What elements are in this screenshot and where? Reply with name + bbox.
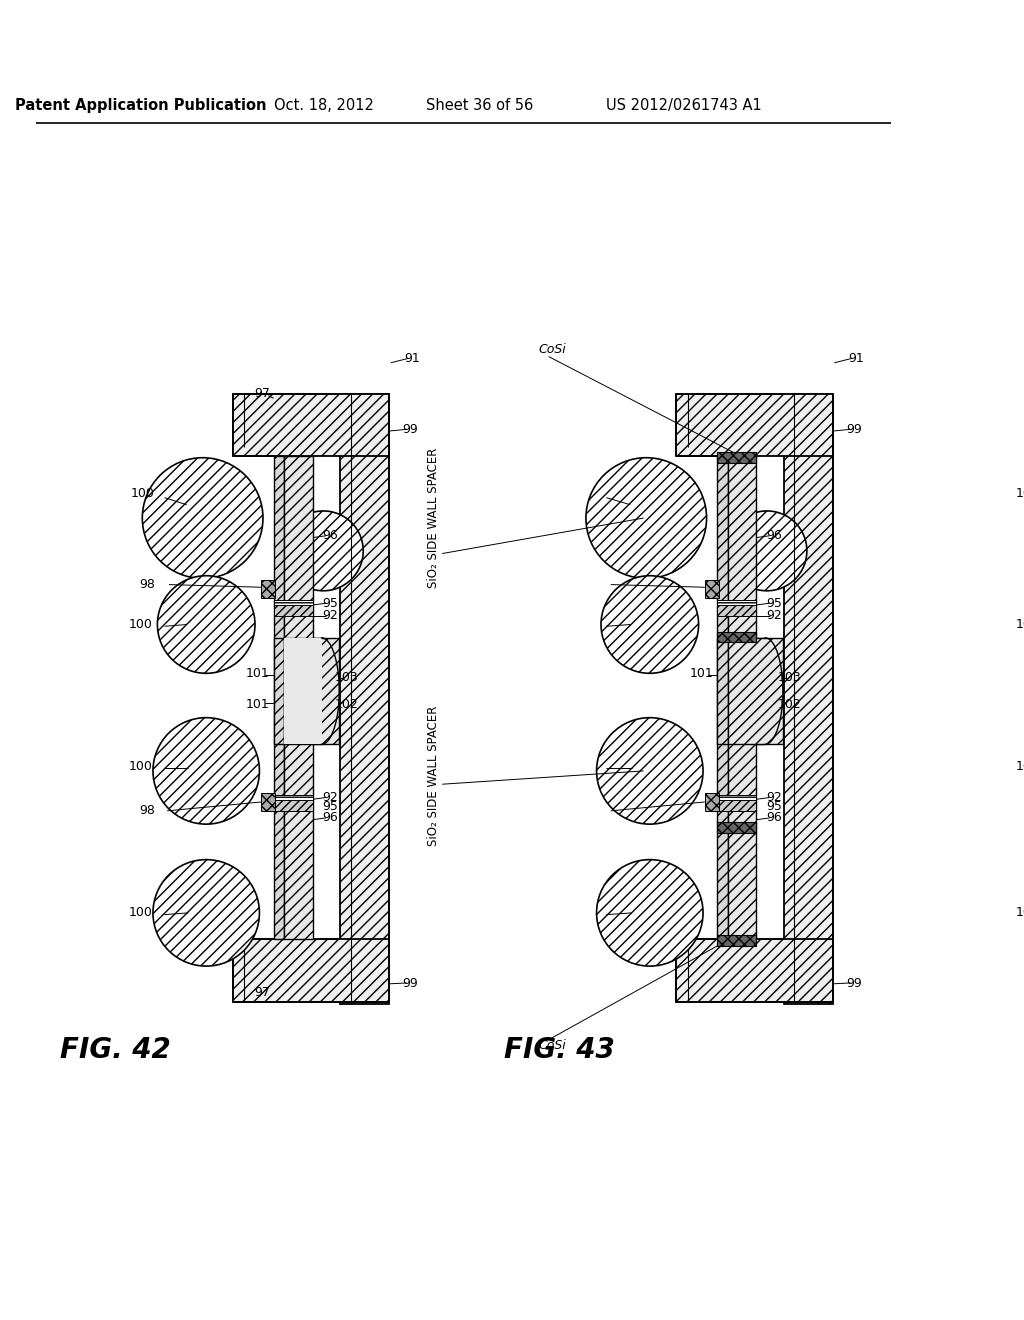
Text: 97: 97	[254, 387, 270, 400]
Circle shape	[158, 576, 255, 673]
Text: 98: 98	[139, 578, 155, 591]
Text: 102: 102	[335, 698, 358, 711]
Bar	[232, 393, 389, 455]
Bar	[717, 822, 757, 833]
Bar	[717, 631, 757, 643]
Bar	[273, 605, 312, 615]
Circle shape	[597, 718, 703, 824]
Text: 103: 103	[335, 672, 358, 684]
Circle shape	[597, 859, 703, 966]
Text: 92: 92	[766, 609, 782, 622]
Text: 92: 92	[323, 609, 338, 622]
Circle shape	[727, 511, 807, 591]
Text: 99: 99	[846, 977, 862, 990]
Bar	[273, 795, 312, 803]
Text: 99: 99	[846, 422, 862, 436]
Text: 95: 95	[766, 800, 782, 813]
Bar	[717, 453, 757, 463]
Text: 92: 92	[323, 791, 338, 804]
Text: 92: 92	[766, 791, 782, 804]
Text: 99: 99	[402, 977, 418, 990]
Text: 100: 100	[1016, 618, 1024, 631]
Bar	[717, 638, 728, 744]
Text: 100: 100	[1016, 907, 1024, 919]
Bar	[273, 638, 285, 744]
Bar	[261, 581, 275, 598]
Bar	[340, 393, 389, 1005]
Text: Patent Application Publication: Patent Application Publication	[14, 98, 266, 114]
Text: 100: 100	[1016, 487, 1024, 500]
Bar	[717, 599, 757, 607]
Text: 101: 101	[246, 667, 269, 680]
Text: 95: 95	[323, 597, 338, 610]
Text: 102: 102	[778, 698, 802, 711]
Circle shape	[601, 576, 698, 673]
Text: SiO₂ SIDE WALL SPACER: SiO₂ SIDE WALL SPACER	[427, 447, 440, 589]
Bar	[717, 455, 728, 940]
Bar	[717, 605, 757, 615]
Text: 96: 96	[766, 812, 782, 825]
Bar	[273, 455, 285, 940]
Text: 96: 96	[766, 529, 782, 543]
Bar	[677, 940, 833, 1002]
Circle shape	[153, 718, 259, 824]
Circle shape	[153, 859, 259, 966]
Text: Oct. 18, 2012: Oct. 18, 2012	[274, 98, 374, 114]
Bar	[705, 581, 719, 598]
Bar	[232, 940, 389, 1002]
Bar	[717, 800, 757, 810]
Bar	[261, 793, 275, 810]
Text: 98: 98	[139, 804, 155, 817]
Bar	[717, 935, 757, 945]
Bar	[717, 795, 757, 803]
Text: FIG. 43: FIG. 43	[504, 1036, 614, 1064]
Text: 101: 101	[689, 667, 713, 680]
Circle shape	[284, 511, 364, 591]
Bar	[677, 393, 833, 455]
Text: 95: 95	[766, 597, 782, 610]
Text: CoSi: CoSi	[539, 1039, 566, 1052]
Text: SiO₂ SIDE WALL SPACER: SiO₂ SIDE WALL SPACER	[427, 705, 440, 846]
Bar	[273, 800, 312, 810]
Text: 100: 100	[1016, 760, 1024, 774]
Circle shape	[142, 458, 263, 578]
Circle shape	[586, 458, 707, 578]
Text: 91: 91	[848, 352, 863, 364]
Bar	[728, 638, 783, 744]
Bar	[285, 638, 339, 744]
Text: US 2012/0261743 A1: US 2012/0261743 A1	[605, 98, 762, 114]
Text: 96: 96	[323, 529, 338, 543]
Text: 101: 101	[246, 698, 269, 711]
Text: 103: 103	[778, 672, 802, 684]
Text: 100: 100	[129, 907, 153, 919]
Text: CoSi: CoSi	[539, 343, 566, 356]
Bar	[273, 599, 312, 607]
Text: 100: 100	[129, 618, 153, 631]
Text: 96: 96	[323, 812, 338, 825]
Text: 100: 100	[130, 487, 155, 500]
Bar	[285, 638, 322, 744]
Bar	[728, 455, 757, 940]
Text: 100: 100	[129, 760, 153, 774]
Text: 91: 91	[404, 352, 420, 364]
Text: FIG. 42: FIG. 42	[60, 1036, 171, 1064]
Text: Sheet 36 of 56: Sheet 36 of 56	[426, 98, 534, 114]
Text: 95: 95	[323, 800, 338, 813]
Text: 99: 99	[402, 422, 418, 436]
Bar	[285, 455, 312, 940]
Bar	[783, 393, 833, 1005]
Bar	[705, 793, 719, 810]
Text: 97: 97	[254, 986, 270, 999]
